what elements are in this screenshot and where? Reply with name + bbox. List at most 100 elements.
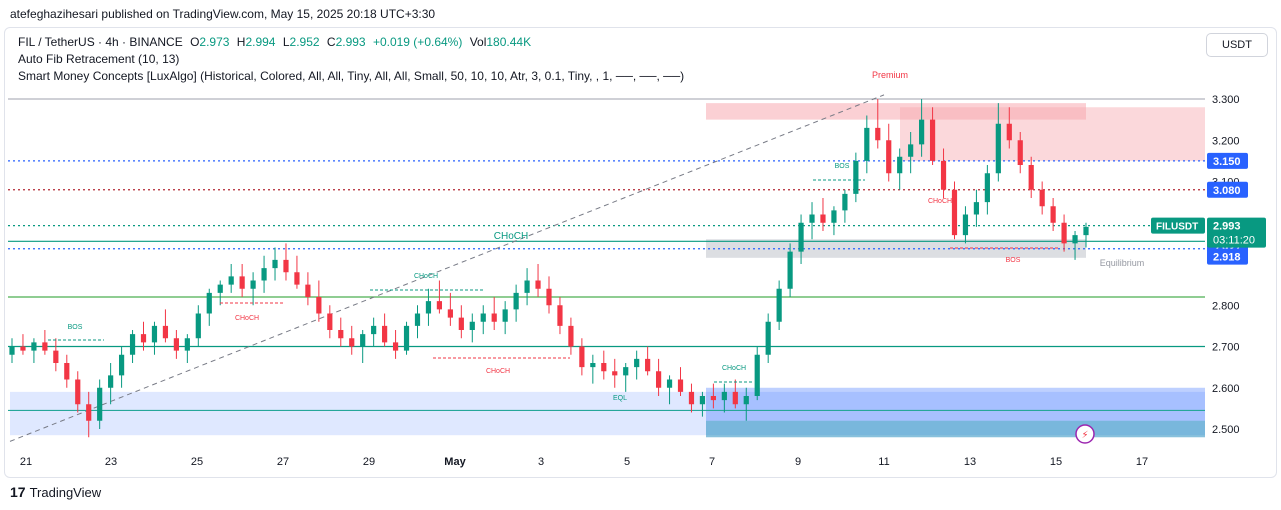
x-tick-label: 27	[277, 456, 289, 468]
candle-body	[842, 193, 848, 211]
annotation-label: CHoCH	[928, 198, 952, 205]
x-tick-label: 25	[191, 456, 203, 468]
x-tick-label: 23	[105, 456, 117, 468]
price-label-box	[1207, 181, 1248, 198]
price-label-text: 2.918	[1213, 252, 1241, 264]
countdown-text: 03:11:20	[1213, 235, 1255, 247]
annotation-label: EQL	[613, 395, 627, 402]
candle-body	[20, 346, 26, 351]
candle-body	[272, 259, 278, 269]
candle-body	[108, 375, 114, 388]
price-label-text: 3.080	[1213, 185, 1241, 197]
x-tick-label: 9	[795, 456, 801, 468]
candle-body	[962, 214, 969, 236]
y-tick-label: 2.800	[1212, 300, 1240, 312]
price-label-text: 3.150	[1213, 156, 1241, 168]
chart-frame	[4, 27, 1277, 478]
x-tick-label: 21	[20, 456, 32, 468]
y-tick-label: 2.600	[1212, 383, 1240, 395]
candle-body	[129, 334, 136, 355]
candle-body	[590, 363, 596, 368]
change-value: +0.019 (+0.64%)	[372, 35, 463, 49]
candle-body	[1050, 206, 1056, 223]
x-tick-label: 15	[1050, 456, 1062, 468]
candle-body	[743, 396, 749, 405]
close-value: 2.993	[335, 35, 366, 49]
price-label-box	[1207, 248, 1248, 265]
annotation-label: Premium	[872, 70, 908, 80]
open-value: 2.973	[199, 35, 230, 49]
fib-trend-line	[9, 94, 885, 442]
candle-body	[86, 404, 92, 421]
candle-body	[31, 342, 37, 351]
high-value: 2.994	[245, 35, 276, 49]
publisher-line: atefeghazihesari published on TradingVie…	[10, 7, 436, 21]
candle-body	[831, 210, 837, 223]
candle-body	[1083, 226, 1089, 236]
candle-body	[754, 354, 760, 396]
candle-body	[75, 379, 81, 405]
candle-body	[414, 313, 421, 326]
candle-body	[53, 350, 59, 363]
lightning-icon: ⚡	[1081, 430, 1088, 441]
indicator-fib[interactable]: Auto Fib Retracement (10, 13)	[18, 52, 180, 66]
candle-body	[973, 202, 980, 215]
candle-body	[688, 391, 695, 405]
annotation-label: CHoCH	[494, 231, 528, 242]
annotation-label: CHoCH	[235, 315, 259, 322]
candle-body	[820, 214, 826, 223]
candle-body	[239, 276, 245, 289]
x-tick-label: 29	[363, 456, 375, 468]
candle-body	[261, 268, 267, 281]
candle-body	[316, 297, 322, 314]
candle-body	[875, 127, 881, 141]
candle-body	[513, 292, 519, 310]
candle-body	[469, 321, 475, 330]
candle-body	[568, 325, 574, 347]
candle-body	[579, 346, 585, 368]
candle-body	[491, 313, 497, 322]
candle-body	[162, 325, 169, 339]
order-block-zone	[706, 387, 1205, 438]
premium-zone	[706, 103, 1086, 120]
x-tick-label: 13	[964, 456, 976, 468]
candle-body	[666, 379, 673, 388]
chart-legend: FIL / TetherUS · 4h · BINANCE O2.973 H2.…	[18, 34, 684, 85]
ohlc-row: FIL / TetherUS · 4h · BINANCE O2.973 H2.…	[18, 34, 684, 51]
candle-body	[995, 123, 1001, 174]
candle-body	[371, 325, 377, 335]
annotation-label: Equilibrium	[1100, 258, 1145, 268]
candle-body	[173, 338, 179, 351]
candle-body	[634, 358, 640, 368]
open-label: O	[190, 35, 200, 49]
y-tick-label: 3.300	[1212, 94, 1240, 106]
candle-body	[929, 119, 936, 161]
candle-body	[1017, 140, 1023, 165]
last-price-text: 2.993	[1213, 221, 1241, 233]
y-tick-label: 3.200	[1212, 135, 1240, 147]
candle-body	[732, 391, 738, 405]
indicator-smc[interactable]: Smart Money Concepts [LuxAlgo] (Historic…	[18, 69, 685, 83]
close-label: C	[326, 35, 336, 49]
candle-body	[1039, 189, 1045, 207]
volume-value: 180.44K	[486, 35, 532, 49]
candle-body	[864, 127, 870, 161]
candle-body	[984, 173, 990, 203]
candle-body	[535, 280, 541, 289]
currency-button[interactable]: USDT	[1206, 33, 1268, 57]
candle-body	[151, 325, 158, 343]
alert-icon	[1075, 424, 1095, 444]
low-value: 2.952	[289, 35, 320, 49]
price-label-box	[1207, 152, 1248, 169]
y-tick-label: 2.500	[1212, 424, 1240, 436]
candle-body	[9, 346, 15, 355]
symbol-label[interactable]: FIL / TetherUS · 4h · BINANCE	[18, 35, 183, 49]
low-label: L	[282, 35, 290, 49]
volume-label: Vol	[469, 35, 487, 49]
candle-body	[524, 280, 530, 293]
candle-body	[710, 396, 716, 401]
footer-brand[interactable]: 17 TradingView	[10, 484, 101, 500]
candle-body	[458, 317, 464, 330]
candle-body	[305, 284, 311, 297]
